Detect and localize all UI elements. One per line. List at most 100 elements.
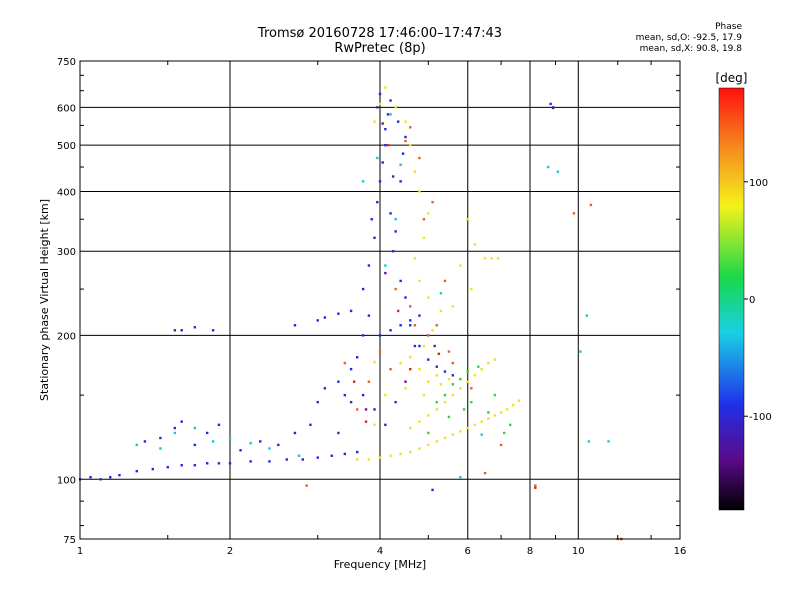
data-point [349,367,353,371]
data-point [422,393,426,397]
data-point [409,450,412,454]
data-point [447,377,451,381]
data-point [487,411,490,414]
data-point [378,92,382,96]
data-point [384,393,387,397]
colorbar-gradient [718,87,745,511]
data-point [427,296,430,299]
data-point [376,200,379,204]
data-point [427,443,430,447]
data-point [159,436,162,440]
data-point [437,352,441,356]
data-point [435,400,438,404]
data-point [493,414,497,417]
x-tick-label: 4 [377,546,383,557]
data-point [473,374,477,377]
data-point [180,329,183,332]
data-point [323,387,327,390]
data-point [427,414,430,417]
data-point [439,309,443,313]
data-point [361,180,365,183]
data-point [418,279,421,283]
data-point [173,329,177,332]
data-point [487,361,490,365]
data-point [409,426,412,430]
data-point [355,458,359,461]
data-point [462,408,466,411]
data-point [427,431,430,435]
data-point [355,450,359,454]
data-point [549,102,552,106]
data-point [585,314,588,317]
data-point [389,329,392,332]
data-point [211,329,215,332]
data-point [435,440,438,443]
data-point [443,393,447,397]
data-point [431,329,434,332]
data-point [394,287,397,291]
data-point [451,305,455,308]
data-point [427,380,430,383]
data-point [511,403,515,407]
x-tick-label: 1 [77,546,83,557]
data-point [470,287,473,291]
data-point [349,400,353,404]
data-point [508,423,512,427]
data-point [418,447,421,450]
data-point [337,312,340,315]
data-point [391,175,395,178]
y-tick-label: 600 [57,103,76,114]
data-point [477,365,480,368]
data-point [384,143,387,147]
data-point [361,393,365,397]
data-point [427,358,430,361]
data-point [389,367,392,371]
data-point [546,165,550,169]
data-point [361,334,365,337]
data-point [418,314,421,317]
data-point [316,400,319,404]
data-point [483,471,487,475]
axis-ticks: 1 2 4 6 8 10 16 75 100 200 300 400 500 600 750 [57,57,686,557]
data-point [143,440,147,443]
data-point [364,420,368,423]
data-point [391,250,395,253]
data-point [293,324,297,327]
colorbar-tick-label: 100 [749,178,768,189]
data-point [399,324,402,327]
data-point [401,152,405,155]
data-point [373,423,376,427]
y-axis-label: Stationary phase Virtual Height [km] [38,199,51,401]
data-point [277,443,280,447]
data-point [480,420,483,423]
data-point [404,296,407,299]
data-point [427,212,430,215]
data-point [180,464,183,467]
data-point [373,120,376,123]
data-point [381,122,384,125]
data-point [378,102,382,106]
x-tick-label: 10 [572,546,585,557]
data-point [443,370,447,373]
data-point [435,324,438,327]
data-point [99,478,102,481]
data-point [217,462,221,465]
data-point [572,212,576,215]
data-point [249,460,252,463]
data-point [451,383,455,386]
data-point [413,170,417,173]
data-point [337,380,340,383]
x-tick-label: 8 [527,546,533,557]
y-tick-label: 200 [57,331,76,342]
data-point [496,257,500,260]
data-point [389,454,392,457]
x-tick-label: 2 [227,546,233,557]
data-point [323,316,327,319]
data-point [301,458,305,461]
data-point [316,456,319,459]
plot-frame [79,60,681,540]
data-point [443,400,447,404]
data-point [135,443,138,447]
data-point [217,423,221,427]
chart-subtitle: RwPretec (8p) [334,41,426,56]
